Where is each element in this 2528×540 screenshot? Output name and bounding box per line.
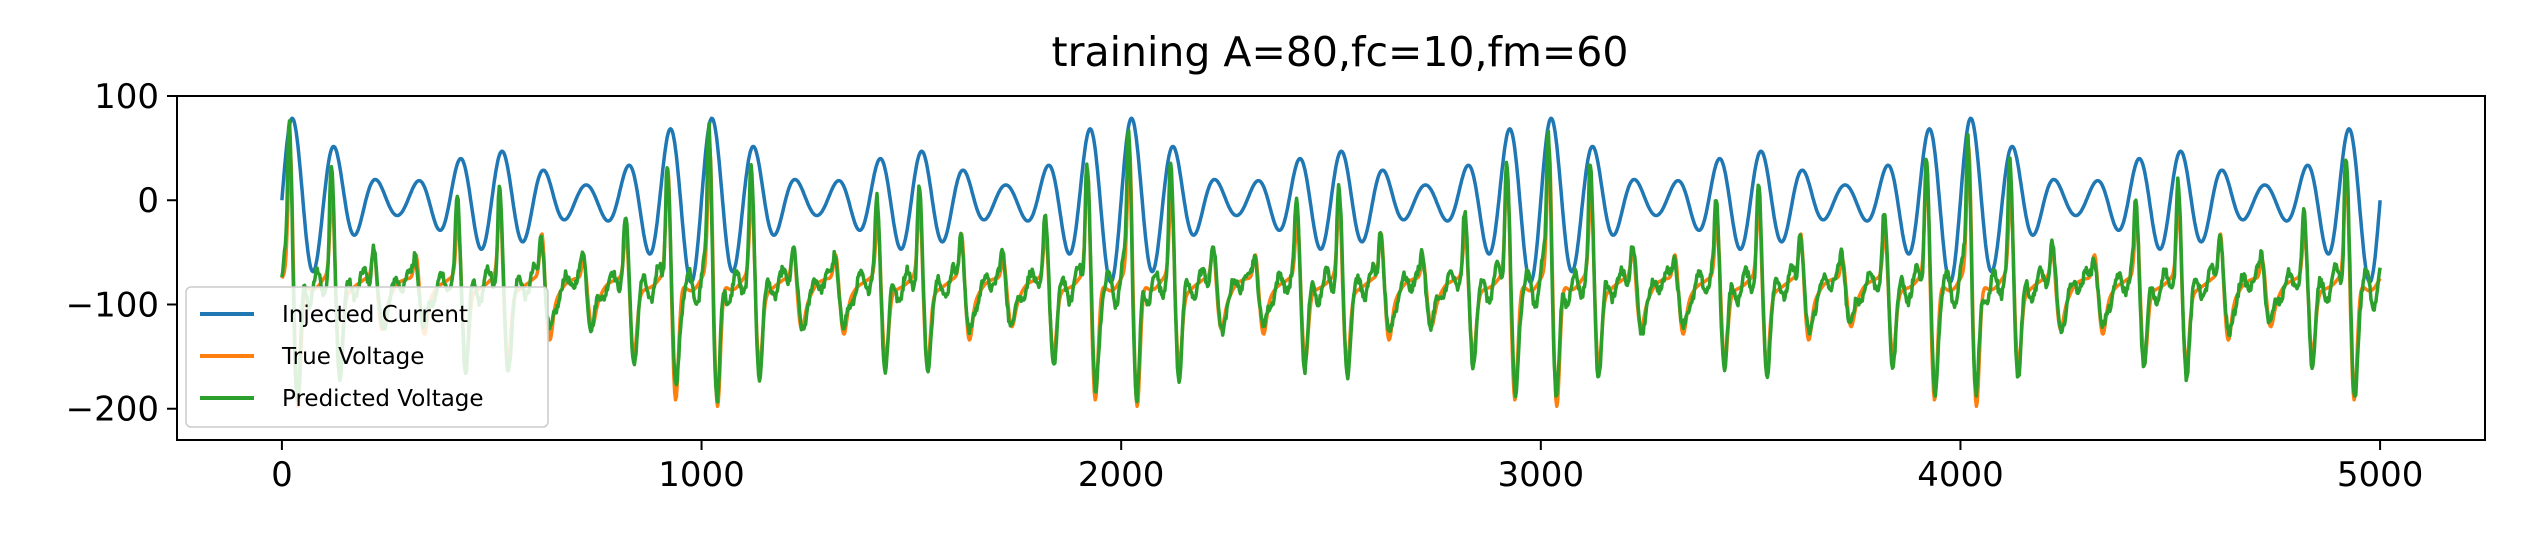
y-axis: 100 0 −100 −200 (66, 77, 177, 430)
x-tick-label: 5000 (2337, 455, 2424, 495)
chart-title: training A=80,fc=10,fm=60 (1052, 28, 1629, 76)
x-tick-label: 3000 (1498, 455, 1585, 495)
series-layer (280, 116, 2382, 409)
plot-frame (176, 95, 2486, 441)
legend: Injected Current True Voltage Predicted … (185, 286, 549, 428)
x-tick-label: 4000 (1917, 455, 2004, 495)
x-axis: 0 1000 2000 3000 4000 5000 (271, 440, 2423, 495)
series-predicted-voltage (280, 119, 2382, 404)
x-tick-label: 2000 (1078, 455, 1165, 495)
legend-box (185, 286, 549, 428)
x-tick-label: 0 (271, 455, 293, 495)
y-tick-label: −100 (66, 285, 159, 325)
legend-label-injected-current: Injected Current (282, 302, 468, 328)
legend-label-predicted-voltage: Predicted Voltage (282, 386, 484, 412)
y-tick-label: 100 (94, 77, 159, 117)
y-tick-label: −200 (66, 390, 159, 430)
legend-label-true-voltage: True Voltage (281, 344, 424, 370)
series-injected-current (280, 116, 2382, 284)
x-tick-label: 1000 (658, 455, 745, 495)
y-tick-label: 0 (137, 181, 159, 221)
